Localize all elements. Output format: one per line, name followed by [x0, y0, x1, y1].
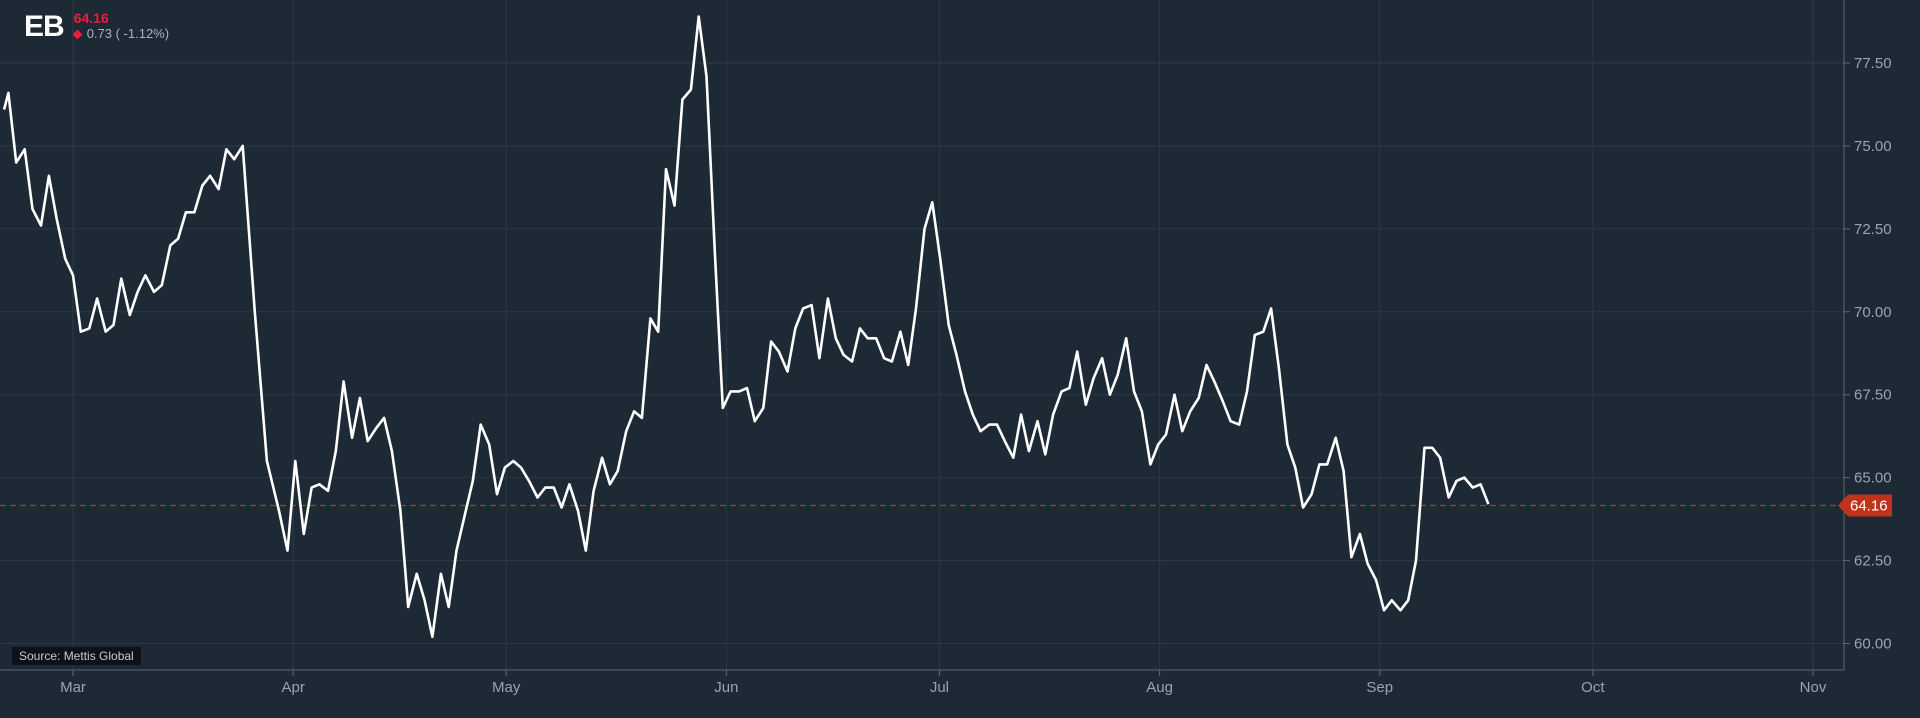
chart-grid: [0, 0, 1844, 670]
y-tick-label: 62.50: [1854, 553, 1892, 570]
x-tick-label: Nov: [1800, 679, 1827, 696]
y-tick-label: 70.00: [1854, 304, 1892, 321]
y-tick-label: 77.50: [1854, 55, 1892, 72]
y-tick-label: 60.00: [1854, 635, 1892, 652]
current-price: 64.16: [73, 10, 109, 26]
price-change: 0.73 ( -1.12%): [72, 26, 170, 42]
y-tick-label: 75.00: [1854, 138, 1892, 155]
x-tick-label: Apr: [281, 679, 304, 696]
y-tick-label: 65.00: [1854, 470, 1892, 487]
y-tick-label: 72.50: [1854, 221, 1892, 238]
x-tick-label: Aug: [1146, 679, 1173, 696]
x-tick-label: Jun: [714, 679, 738, 696]
last-price-label: 64.16: [1850, 497, 1888, 514]
source-label: Source: Mettis Global: [12, 647, 141, 665]
ticker-symbol: EB: [24, 10, 65, 43]
x-tick-label: Sep: [1366, 679, 1393, 696]
last-price-badge: 64.16: [1838, 494, 1892, 517]
y-axis-ticks: 60.00 62.50 65.00 67.50 70.00 72.50 75.00 77.50: [1844, 55, 1892, 652]
x-axis-ticks: Mar Apr May Jun Jul Aug Sep Oct Nov: [60, 670, 1827, 696]
quote-block: 64.16 0.73 ( -1.12%): [72, 10, 170, 42]
last-price-badge-shape: [1838, 494, 1892, 517]
quote-header: EB 64.16 0.73 ( -1.12%): [24, 10, 169, 44]
x-tick-label: Oct: [1581, 679, 1605, 696]
x-tick-label: May: [492, 679, 521, 696]
y-tick-label: 67.50: [1854, 387, 1892, 404]
x-tick-label: Mar: [60, 679, 86, 696]
series-line: [2, 15, 1490, 639]
x-tick-label: Jul: [930, 679, 949, 696]
down-diamond-icon: [72, 29, 83, 39]
price-change-value: 0.73 ( -1.12%): [86, 26, 170, 41]
